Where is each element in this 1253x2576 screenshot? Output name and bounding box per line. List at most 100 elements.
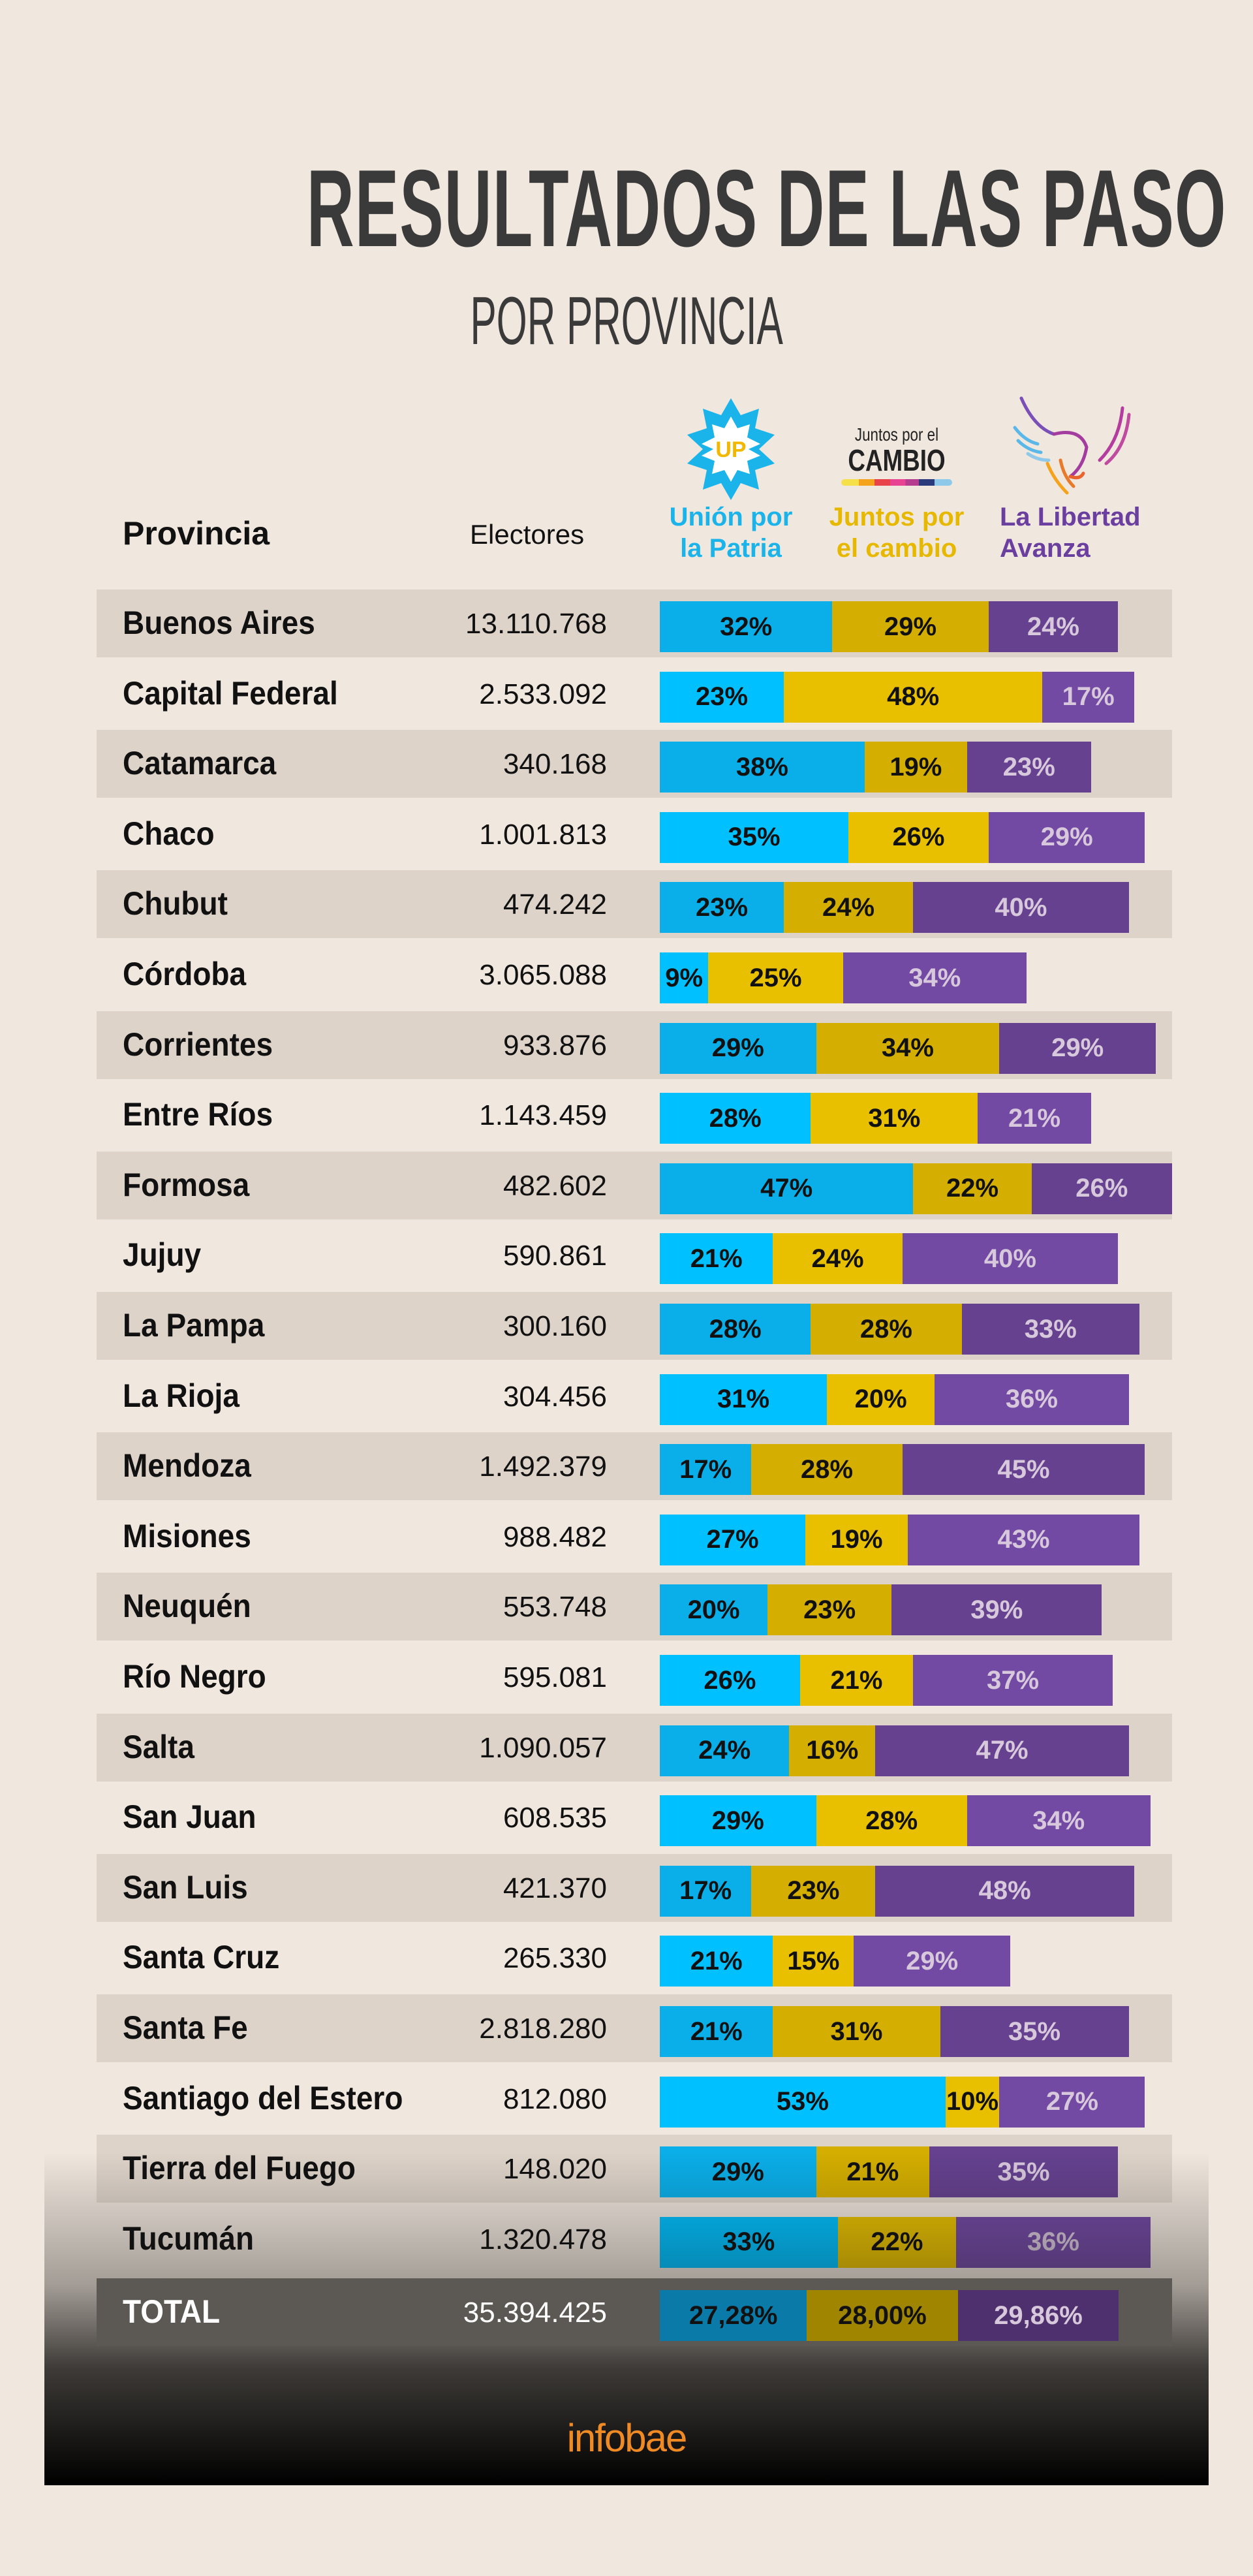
bar-segment-juntos-por-el-cambio: 28,00% (807, 2290, 958, 2341)
bar-label: 53% (776, 2087, 829, 2116)
bar-label: 28,00% (838, 2301, 927, 2330)
bar-label: 24% (822, 892, 875, 922)
province-name: La Rioja (123, 1377, 240, 1414)
bar-segment-juntos-por-el-cambio: 21% (799, 1655, 914, 1706)
svg-text:UP: UP (715, 437, 746, 462)
bar-label: 40% (983, 1244, 1036, 1273)
electores-value: 421.370 (503, 1872, 607, 1904)
bar-segment-la-libertad-avanza: 40% (902, 1233, 1119, 1285)
bar-label: 39% (970, 1595, 1023, 1624)
bar-segment-la-libertad-avanza: 29% (854, 1936, 1010, 1987)
bar-segment-la-libertad-avanza: 26% (1031, 1163, 1172, 1214)
electores-value: 3.065.088 (479, 959, 607, 991)
bar-segment-union-por-la-patria: 17% (660, 1444, 752, 1496)
bar-label: 24% (1027, 612, 1079, 641)
electores-value: 2.533.092 (479, 678, 607, 710)
electores-value: 595.081 (503, 1661, 607, 1693)
bar-label: 33% (1024, 1314, 1077, 1343)
electores-value: 35.394.425 (463, 2297, 607, 2329)
bar-label: 38% (735, 752, 788, 781)
bar-segment-juntos-por-el-cambio: 26% (848, 811, 989, 863)
province-name: Buenos Aires (123, 605, 315, 641)
bar-segment-union-por-la-patria: 27,28% (660, 2290, 807, 2341)
province-name: Formosa (123, 1166, 250, 1203)
bar-segment-juntos-por-el-cambio: 20% (827, 1374, 935, 1425)
infobae-logo: infobae (566, 2416, 688, 2460)
bar-label: 24% (811, 1244, 864, 1273)
province-name: Chubut (123, 885, 228, 922)
bar-label: 21% (690, 1244, 743, 1273)
bar-segment-juntos-por-el-cambio: 10% (945, 2076, 1000, 2128)
province-name: Mendoza (123, 1447, 251, 1484)
bar-segment-union-por-la-patria: 21% (660, 2006, 773, 2057)
bar-label: 23% (787, 1876, 840, 1906)
bar-label: 28% (709, 1103, 762, 1133)
bar-label: 21% (830, 1665, 883, 1695)
bar-label: 20% (687, 1595, 740, 1624)
province-name: Misiones (123, 1517, 251, 1554)
province-name: Santa Cruz (123, 1939, 280, 1976)
electores-value: 812.080 (503, 2082, 607, 2115)
bar-segment-union-por-la-patria: 32% (660, 601, 833, 652)
province-name: Entre Ríos (123, 1096, 273, 1133)
union-por-la-patria-logo: UP (687, 398, 775, 500)
bar-segment-union-por-la-patria: 47% (660, 1163, 914, 1214)
bar-label: 16% (806, 1736, 859, 1765)
bar-segment-union-por-la-patria: 28% (660, 1304, 811, 1355)
province-name: San Luis (123, 1868, 248, 1906)
column-header-electores: Electores (470, 519, 585, 550)
bar-label: 48% (978, 1876, 1031, 1906)
bar-label: 48% (887, 682, 940, 712)
juntos-por-el-cambio-logo: Juntos por el CAMBIO (831, 424, 962, 486)
province-name: Capital Federal (123, 674, 338, 712)
bar-segment-union-por-la-patria: 29% (660, 1795, 816, 1847)
bar-segment-juntos-por-el-cambio: 28% (816, 1795, 967, 1847)
la-libertad-avanza-logo (1013, 396, 1131, 495)
bar-segment-union-por-la-patria: 31% (660, 1374, 828, 1425)
electores-value: 933.876 (503, 1029, 607, 1061)
bar-label: 34% (1032, 1806, 1085, 1835)
bar-segment-la-libertad-avanza: 29% (988, 811, 1145, 863)
bar-label: 32% (720, 612, 773, 641)
bar-label: 26% (892, 823, 945, 852)
bar-segment-union-por-la-patria: 20% (660, 1584, 768, 1636)
bar-label: 17% (1062, 682, 1115, 712)
bar-segment-union-por-la-patria: 23% (660, 671, 784, 723)
bar-segment-union-por-la-patria: 27% (660, 1514, 806, 1565)
bar-label: 29% (906, 1946, 959, 1975)
bar-label: 9% (665, 963, 704, 992)
bar-segment-juntos-por-el-cambio: 31% (773, 2006, 940, 2057)
province-name: Catamarca (123, 745, 277, 782)
province-name: Neuquén (123, 1588, 251, 1625)
bar-segment-la-libertad-avanza: 29% (999, 1022, 1156, 1074)
bar-label: 29,86% (994, 2301, 1083, 2330)
bar-label: 20% (854, 1385, 907, 1414)
bar-segment-juntos-por-el-cambio: 23% (751, 1865, 876, 1917)
electores-value: 340.168 (503, 748, 607, 781)
bar-segment-la-libertad-avanza: 45% (902, 1444, 1145, 1496)
bar-label: 35% (728, 823, 781, 852)
bar-label: 21% (1008, 1103, 1061, 1133)
bar-label: 35% (1008, 2017, 1061, 2046)
bar-label: 29% (1040, 823, 1093, 852)
column-header-juntos-por-el-cambio: Juntos por el cambio (829, 503, 965, 563)
bar-label: 26% (1075, 1174, 1128, 1203)
electores-value: 1.090.057 (479, 1731, 607, 1764)
bar-segment-la-libertad-avanza: 35% (940, 2006, 1129, 2057)
bar-segment-union-por-la-patria: 28% (660, 1093, 811, 1144)
bar-segment-union-por-la-patria: 9% (660, 952, 709, 1003)
bar-segment-la-libertad-avanza: 27% (999, 2076, 1145, 2128)
bar-label: 47% (976, 1736, 1029, 1765)
bar-segment-juntos-por-el-cambio: 22% (913, 1163, 1032, 1214)
electores-value: 553.748 (503, 1591, 607, 1624)
bar-segment-juntos-por-el-cambio: 28% (811, 1304, 962, 1355)
bar-label: 34% (881, 1033, 934, 1063)
color-stripe (841, 479, 952, 486)
bar-label: 27% (1045, 2087, 1098, 2116)
province-name: Salta (123, 1728, 194, 1765)
page-subtitle: POR PROVINCIA (470, 283, 783, 359)
bar-segment-juntos-por-el-cambio: 16% (789, 1725, 876, 1776)
bar-label: 36% (1005, 1385, 1058, 1414)
electores-value: 1.001.813 (479, 818, 607, 851)
bar-segment-juntos-por-el-cambio: 23% (767, 1584, 892, 1636)
